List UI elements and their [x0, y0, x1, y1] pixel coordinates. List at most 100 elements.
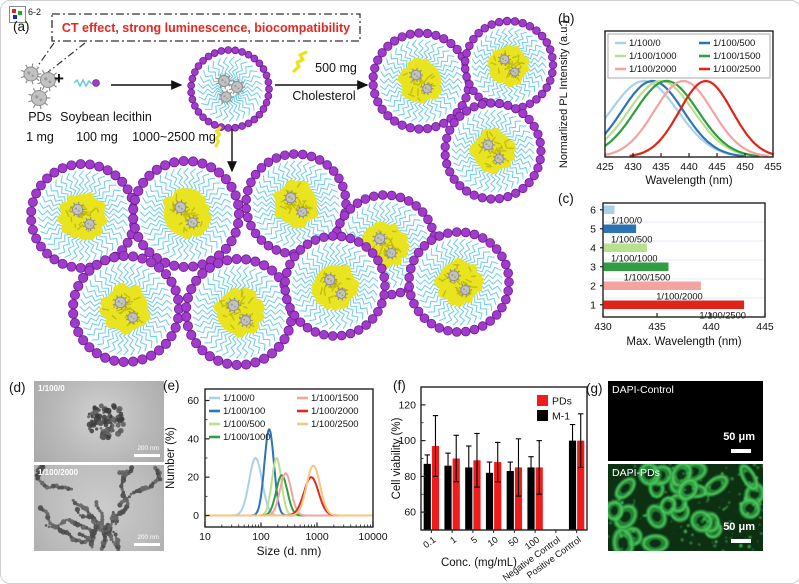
callout-text: CT effect, strong luminescence, biocompa… — [62, 21, 350, 35]
svg-text:0.1: 0.1 — [421, 535, 437, 551]
cholesterol-step-amount: 1000~2500 mg — [129, 131, 219, 145]
panel-label-c: (c) — [558, 191, 574, 206]
tem1-label: 1/100/0 — [38, 384, 65, 393]
svg-text:Number (%): Number (%) — [165, 427, 177, 489]
panel-label-f: (f) — [393, 378, 406, 393]
svg-text:100: 100 — [252, 531, 270, 543]
plus-sign: + — [54, 69, 64, 89]
svg-text:M-1: M-1 — [552, 411, 570, 423]
svg-text:1/100/0: 1/100/0 — [223, 393, 255, 404]
fluor1-scalebar — [731, 449, 751, 453]
fluorescence-image-pds: DAPI-PDs 50 μm — [608, 464, 763, 551]
panel-label-g: (g) — [586, 381, 603, 396]
tem1-scalebar-text: 200 nm — [137, 445, 159, 452]
fluor2-scalebar — [731, 539, 751, 543]
svg-text:1/100/1500: 1/100/1500 — [713, 51, 761, 62]
svg-text:Size (d. nm): Size (d. nm) — [257, 544, 322, 558]
tem2-scalebar — [134, 543, 160, 546]
svg-text:120: 120 — [398, 399, 416, 411]
svg-text:445: 445 — [708, 161, 726, 173]
svg-text:Cell viability (%): Cell viability (%) — [391, 417, 403, 499]
svg-text:5: 5 — [469, 535, 479, 546]
svg-text:455: 455 — [764, 161, 782, 173]
svg-text:1/100/500: 1/100/500 — [713, 38, 755, 49]
svg-text:430: 430 — [594, 321, 612, 333]
svg-text:1/100/1000: 1/100/1000 — [223, 432, 271, 443]
svg-text:0: 0 — [193, 510, 199, 522]
svg-text:1/100/1500: 1/100/1500 — [311, 393, 359, 404]
fluor1-label: DAPI-Control — [612, 384, 674, 396]
svg-text:1/100/2500: 1/100/2500 — [699, 311, 746, 321]
svg-text:435: 435 — [648, 321, 666, 333]
svg-text:430: 430 — [624, 161, 642, 173]
figure-number: 6-2 — [28, 7, 41, 17]
svg-text:3: 3 — [590, 261, 596, 273]
fluorescence-image-control: DAPI-Control 50 μm — [608, 381, 763, 461]
svg-text:1/100/2000: 1/100/2000 — [311, 406, 359, 417]
tem-image-2: 1/100/2000 200 nm — [34, 465, 164, 551]
tem-image-1: 1/100/0 200 nm — [34, 381, 164, 462]
svg-text:40: 40 — [187, 433, 199, 445]
callout-box: CT effect, strong luminescence, biocompa… — [52, 14, 360, 41]
fluor1-scalebar-text: 50 μm — [723, 431, 755, 443]
svg-text:1: 1 — [448, 535, 458, 546]
svg-text:1/100/1500: 1/100/1500 — [624, 273, 671, 283]
svg-text:Conc. (mg/mL): Conc. (mg/mL) — [441, 557, 517, 569]
lecithin-label: Soybean lecithin — [56, 111, 156, 125]
fluor2-scalebar-text: 50 μm — [723, 521, 755, 533]
svg-text:50: 50 — [506, 535, 520, 549]
svg-text:1/100/0: 1/100/0 — [629, 38, 661, 49]
svg-text:425: 425 — [596, 161, 614, 173]
svg-text:1000: 1000 — [305, 531, 329, 543]
panel-label-e: (e) — [163, 378, 180, 393]
svg-text:435: 435 — [652, 161, 670, 173]
svg-text:10: 10 — [486, 535, 500, 549]
svg-text:1/100/100: 1/100/100 — [223, 406, 265, 417]
svg-text:440: 440 — [702, 321, 720, 333]
pds-label: PDs — [19, 111, 61, 125]
max-wavelength-bar-chart: 1/100/0 6 1/100/500 5 1/100/1000 4 1/100/1500 3… — [553, 191, 799, 375]
svg-text:Wavelength (nm): Wavelength (nm) — [645, 175, 732, 187]
svg-text:Max. Wavelength (nm): Max. Wavelength (nm) — [626, 336, 741, 348]
svg-text:1: 1 — [590, 299, 596, 311]
svg-text:1/100/2000: 1/100/2000 — [656, 292, 703, 302]
svg-text:1/100/1000: 1/100/1000 — [611, 254, 658, 264]
svg-text:440: 440 — [680, 161, 698, 173]
svg-text:1/100/2500: 1/100/2500 — [713, 64, 761, 75]
svg-text:450: 450 — [736, 161, 754, 173]
tem2-scalebar-text: 200 nm — [137, 534, 159, 541]
svg-text:20: 20 — [187, 472, 199, 484]
tem1-scalebar — [134, 454, 160, 457]
dls-size-distribution-chart: 10 100 1000 10000 0 20 40 60 Size (d. nm) Number … — [161, 375, 393, 583]
svg-text:60: 60 — [187, 395, 199, 407]
panel-label-a: (a) — [13, 19, 30, 34]
svg-text:1/100/500: 1/100/500 — [611, 235, 652, 245]
fluor2-label: DAPI-PDs — [612, 467, 660, 479]
svg-text:60: 60 — [404, 507, 416, 519]
svg-text:1/100/500: 1/100/500 — [223, 419, 265, 430]
cholesterol-amount: 500 mg — [301, 62, 371, 76]
panel-label-b: (b) — [558, 11, 575, 26]
svg-text:PDs: PDs — [552, 396, 572, 408]
svg-text:1/100/2000: 1/100/2000 — [629, 64, 677, 75]
lecithin-amount: 100 mg — [67, 131, 127, 145]
tem2-label: 1/100/2000 — [38, 468, 78, 477]
cholesterol-label: Cholesterol — [286, 90, 362, 104]
svg-text:80: 80 — [404, 471, 416, 483]
liposome-assembly-schematic — [1, 1, 566, 379]
svg-text:5: 5 — [590, 223, 596, 235]
svg-text:1/100/0: 1/100/0 — [611, 216, 642, 226]
svg-text:1/100/2500: 1/100/2500 — [311, 419, 359, 430]
svg-text:10000: 10000 — [358, 531, 387, 543]
svg-text:6: 6 — [590, 204, 596, 216]
svg-text:1/100/1000: 1/100/1000 — [629, 51, 677, 62]
svg-text:4: 4 — [590, 242, 596, 254]
panel-label-d: (d) — [9, 380, 26, 395]
svg-text:10: 10 — [199, 531, 211, 543]
svg-text:2: 2 — [590, 280, 596, 292]
pds-amount: 1 mg — [17, 131, 63, 145]
svg-text:445: 445 — [756, 321, 774, 333]
